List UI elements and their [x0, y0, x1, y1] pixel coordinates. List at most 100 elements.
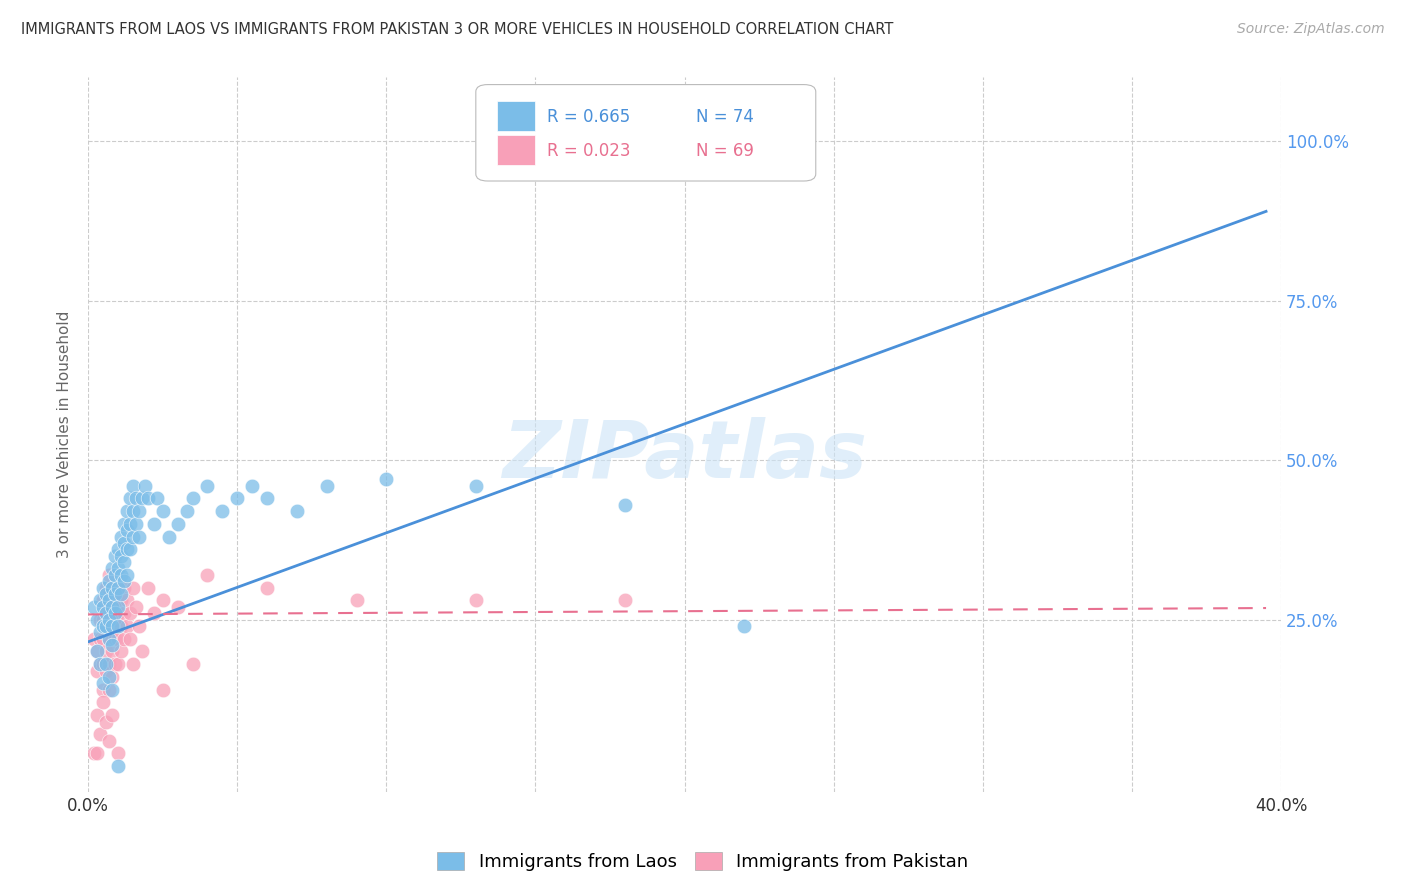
Point — [122, 504, 145, 518]
Point — [145, 491, 167, 506]
Point — [104, 632, 127, 646]
Point — [240, 478, 263, 492]
Point — [101, 682, 124, 697]
Point — [107, 619, 129, 633]
Text: IMMIGRANTS FROM LAOS VS IMMIGRANTS FROM PAKISTAN 3 OR MORE VEHICLES IN HOUSEHOLD: IMMIGRANTS FROM LAOS VS IMMIGRANTS FROM … — [21, 22, 893, 37]
Point — [101, 638, 124, 652]
Point — [89, 625, 111, 640]
Point — [118, 632, 141, 646]
Point — [107, 581, 129, 595]
Point — [98, 657, 121, 672]
Point — [91, 619, 114, 633]
Point — [152, 682, 174, 697]
Point — [89, 657, 111, 672]
Point — [464, 593, 486, 607]
Point — [94, 619, 117, 633]
Text: Source: ZipAtlas.com: Source: ZipAtlas.com — [1237, 22, 1385, 37]
Point — [115, 619, 138, 633]
Point — [98, 632, 121, 646]
Point — [94, 664, 117, 678]
Point — [104, 593, 127, 607]
Point — [115, 542, 138, 557]
Point — [107, 759, 129, 773]
Point — [110, 549, 132, 563]
Point — [101, 644, 124, 658]
Point — [134, 478, 156, 492]
Point — [122, 478, 145, 492]
Point — [86, 644, 108, 658]
Point — [122, 657, 145, 672]
Point — [152, 593, 174, 607]
Point — [112, 536, 135, 550]
Point — [104, 587, 127, 601]
Point — [98, 670, 121, 684]
Point — [118, 491, 141, 506]
Point — [122, 581, 145, 595]
Point — [101, 670, 124, 684]
Point — [91, 613, 114, 627]
Point — [166, 516, 188, 531]
Point — [285, 504, 308, 518]
Point — [94, 587, 117, 601]
Point — [110, 593, 132, 607]
Point — [315, 478, 337, 492]
Text: N = 69: N = 69 — [696, 142, 755, 160]
Point — [110, 567, 132, 582]
Point — [98, 593, 121, 607]
Point — [94, 657, 117, 672]
Point — [613, 593, 636, 607]
FancyBboxPatch shape — [498, 101, 536, 131]
Point — [91, 676, 114, 690]
Point — [107, 747, 129, 761]
Point — [89, 613, 111, 627]
Point — [86, 664, 108, 678]
Point — [89, 657, 111, 672]
Point — [91, 695, 114, 709]
Point — [464, 478, 486, 492]
Point — [101, 561, 124, 575]
Point — [115, 593, 138, 607]
Text: R = 0.665: R = 0.665 — [547, 108, 631, 126]
Point — [115, 523, 138, 537]
Point — [98, 574, 121, 589]
Point — [112, 555, 135, 569]
Point — [131, 644, 153, 658]
Point — [110, 530, 132, 544]
Point — [128, 530, 150, 544]
Point — [375, 472, 398, 486]
Point — [83, 747, 105, 761]
Point — [83, 599, 105, 614]
Point — [613, 498, 636, 512]
Point — [226, 491, 249, 506]
Point — [107, 599, 129, 614]
Point — [125, 491, 148, 506]
Point — [98, 682, 121, 697]
Point — [98, 587, 121, 601]
Point — [91, 599, 114, 614]
Point — [94, 644, 117, 658]
Point — [136, 491, 159, 506]
Point — [98, 632, 121, 646]
Point — [94, 606, 117, 620]
Point — [110, 644, 132, 658]
Point — [181, 657, 204, 672]
Point — [256, 491, 278, 506]
Point — [125, 599, 148, 614]
Point — [98, 567, 121, 582]
Point — [118, 516, 141, 531]
Point — [104, 657, 127, 672]
Point — [101, 581, 124, 595]
Point — [152, 504, 174, 518]
Point — [107, 542, 129, 557]
Point — [197, 567, 219, 582]
Point — [89, 593, 111, 607]
Point — [110, 587, 132, 601]
Point — [101, 599, 124, 614]
Point — [104, 613, 127, 627]
Point — [131, 491, 153, 506]
Point — [94, 714, 117, 729]
Point — [128, 619, 150, 633]
Point — [112, 606, 135, 620]
Point — [166, 599, 188, 614]
Point — [128, 504, 150, 518]
